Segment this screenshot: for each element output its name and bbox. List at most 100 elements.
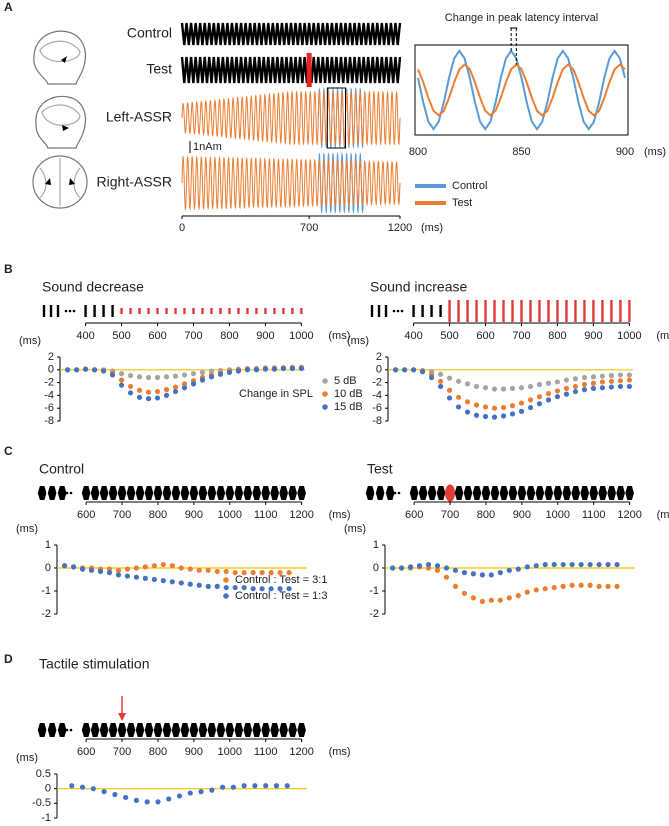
- data-point: [617, 372, 624, 378]
- data-point: [518, 400, 525, 406]
- x-tick-label: 600: [476, 330, 494, 342]
- ellipsis-dot: [65, 728, 69, 732]
- stimulus: [99, 486, 109, 500]
- data-point: [455, 404, 462, 410]
- data-point: [208, 374, 215, 380]
- chart-title: Test: [367, 461, 393, 477]
- x-tick-label: 900: [185, 509, 203, 521]
- data-point: [181, 372, 188, 378]
- stimulus: [246, 308, 249, 314]
- stimulus: [409, 486, 419, 500]
- row-label: Left-ASSR: [106, 109, 172, 125]
- data-point: [145, 389, 152, 395]
- x-tick-label: 500: [112, 330, 130, 342]
- stimulus: [174, 308, 177, 314]
- panel-label: D: [4, 652, 13, 666]
- x-tick-label: 900: [185, 746, 203, 758]
- stimulus: [601, 300, 604, 322]
- stimulus: [162, 723, 172, 737]
- x-tick-label: 1100: [582, 509, 606, 521]
- x-tick-label: 800: [548, 330, 566, 342]
- stimulus: [457, 300, 460, 322]
- data-point: [214, 568, 220, 575]
- y-tick-label: -6: [44, 402, 54, 414]
- data-point: [482, 404, 489, 410]
- x-unit: (ms): [329, 746, 351, 758]
- y-tick-label: 2: [48, 351, 54, 363]
- stimulus: [436, 486, 446, 500]
- stimulus: [288, 723, 297, 737]
- legend-marker: [322, 404, 328, 410]
- x-tick-label: 600: [77, 509, 95, 521]
- data-point: [533, 563, 539, 569]
- y-tick-label: -8: [44, 415, 54, 427]
- stimulus: [508, 486, 518, 500]
- x-tick-label: 1000: [289, 330, 313, 342]
- data-point: [232, 584, 238, 591]
- data-point: [181, 385, 188, 391]
- chart-title: Sound decrease: [42, 279, 144, 295]
- data-point: [563, 391, 570, 397]
- stimulus: [201, 308, 204, 314]
- data-point: [545, 390, 552, 397]
- stimulus: [282, 308, 285, 314]
- data-point: [551, 584, 557, 591]
- stimulus: [412, 305, 415, 317]
- data-point: [284, 783, 290, 789]
- stimulus: [84, 305, 87, 317]
- data-point: [533, 587, 539, 593]
- data-point: [209, 787, 215, 793]
- stimulus: [144, 486, 154, 500]
- stimulus: [448, 300, 451, 322]
- data-point: [106, 570, 113, 576]
- y-tick-label: -8: [372, 415, 382, 427]
- ellipsis-dot: [393, 491, 397, 495]
- stimulus: [538, 300, 541, 322]
- y-tick-label: 0: [376, 364, 382, 376]
- data-point: [259, 586, 265, 592]
- data-point: [136, 387, 143, 393]
- data-point: [536, 394, 543, 400]
- y-unit: (ms): [344, 523, 366, 535]
- y-unit: (ms): [16, 523, 38, 535]
- data-point: [473, 412, 480, 418]
- data-point: [569, 561, 575, 568]
- ellipsis-dot: [396, 309, 400, 313]
- data-point: [115, 567, 122, 573]
- stimulus: [574, 300, 577, 322]
- stimulus: [81, 486, 91, 500]
- x-tick-label: 700: [184, 330, 202, 342]
- odd-stimulus: [445, 484, 456, 502]
- stimulus: [153, 486, 163, 500]
- stimulus: [297, 723, 306, 737]
- data-point: [464, 409, 471, 415]
- legend-label: Control: [452, 180, 487, 192]
- data-point: [205, 567, 211, 573]
- stimulus: [261, 486, 271, 500]
- stimulus: [499, 486, 509, 500]
- data-point: [230, 784, 236, 790]
- data-point: [90, 786, 96, 792]
- stimulus: [90, 723, 100, 737]
- data-point: [178, 565, 184, 571]
- data-point: [118, 377, 125, 383]
- data-point: [190, 381, 197, 387]
- stimulus: [553, 486, 563, 500]
- data-point: [100, 368, 107, 374]
- data-point: [286, 586, 292, 592]
- stimulus: [56, 305, 60, 317]
- stimulus: [365, 486, 375, 500]
- ellipsis-dot: [397, 491, 401, 495]
- data-point: [479, 572, 485, 578]
- stimulus: [219, 308, 222, 314]
- x-unit: (ms): [657, 509, 669, 521]
- data-point: [578, 582, 584, 588]
- stimulus: [502, 300, 505, 322]
- data-point: [244, 367, 251, 373]
- x-unit: (ms): [329, 509, 351, 521]
- data-point: [280, 365, 287, 372]
- x-tick-label: 900: [616, 146, 634, 158]
- data-point: [461, 570, 468, 576]
- y-unit: (ms): [347, 335, 369, 347]
- stimulus: [427, 486, 437, 500]
